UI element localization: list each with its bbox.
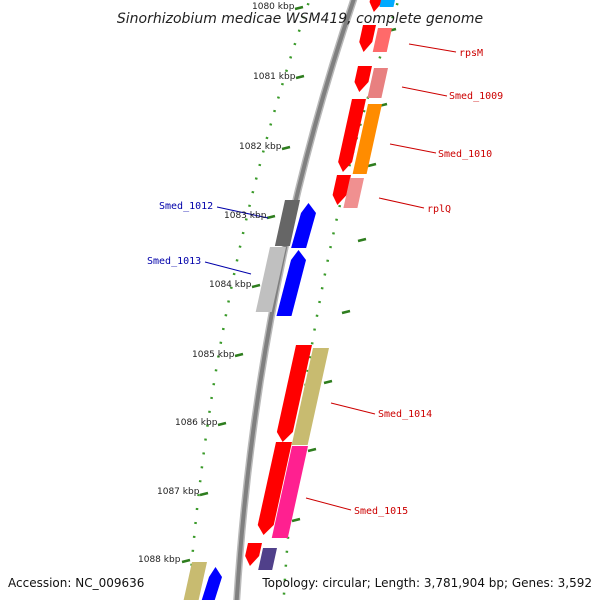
feature-smed-1012-grey [274,200,300,246]
feature-smed-1013-grey [255,247,286,312]
feature-smed-1009-outer [367,68,388,98]
feature-top-cyan [379,0,395,7]
gene-labels: rpsM Smed_1009 Smed_1010 rplQ Smed_1012 … [147,48,503,517]
kbp-label-1086: 1086 kbp [175,418,218,428]
genome-backbone [233,0,358,600]
feature-smed-1015-inner [257,442,292,535]
gene-label-smed-1013[interactable]: Smed_1013 [147,256,201,267]
major-tick-outer-3 [357,237,367,243]
kbp-label-top: 1080 kbp [252,2,295,12]
gene-label-rpsm[interactable]: rpsM [459,48,483,59]
major-tick-inner-0 [294,5,304,11]
feature-bottom-red-inner [245,543,262,566]
major-tick-outer-2 [367,162,377,168]
major-tick-outer-4 [341,309,351,315]
major-tick-inner-7 [199,491,209,497]
kbp-label-1083: 1083 kbp [224,211,267,221]
kbp-label-1084: 1084 kbp [209,280,252,290]
feature-smed-1010-inner [338,99,366,172]
gene-features [183,0,395,600]
kbp-label-1082: 1082 kbp [239,142,282,152]
feature-smed-1014-inner [276,345,312,442]
genome-summary-text: Topology: circular; Length: 3,781,904 bp… [261,576,592,590]
gene-label-smed-1015[interactable]: Smed_1015 [354,506,408,517]
feature-rplq-inner [332,175,351,205]
kbp-label-1085: 1085 kbp [192,350,235,360]
feature-smed-1012 [291,203,316,248]
callout-smed-1012 [216,206,269,219]
backbone-line [234,0,356,600]
major-tick-outer-5 [323,379,333,385]
backbone-shadow [233,0,358,600]
feature-smed-1015-outer [271,446,308,538]
feature-top-red-inner [369,0,383,12]
major-tick-outer-7 [291,517,301,523]
major-tick-inner-5 [234,352,244,358]
gene-label-smed-1014[interactable]: Smed_1014 [378,409,432,420]
feature-smed-1010-outer [352,104,382,174]
major-tick-inner-8 [181,558,191,564]
feature-smed-1014-outer [291,348,329,445]
gene-label-smed-1012[interactable]: Smed_1012 [159,201,213,212]
map-title: Sinorhizobium medicae WSM419, complete g… [117,11,483,27]
feature-rpsm-outer [372,28,392,52]
major-tick-inner-1 [295,74,305,80]
callout-smed-1010 [389,143,437,154]
callout-smed-1009 [401,86,448,97]
kbp-label-1087: 1087 kbp [157,487,200,497]
kbp-scale-labels: 1080 kbp 1081 kbp 1082 kbp 1083 kbp 1084… [138,2,296,565]
major-tick-inner-3 [266,214,276,220]
accession-text: Accession: NC_009636 [8,576,144,590]
gene-label-smed-1009[interactable]: Smed_1009 [449,91,503,102]
callout-smed-1015 [305,497,352,511]
callout-rplq [378,197,425,209]
feature-smed-1013 [276,250,306,316]
callout-smed-1013 [204,261,252,275]
major-tick-inner-6 [217,421,227,427]
major-tick-inner-4 [251,283,261,289]
gene-label-smed-1010[interactable]: Smed_1010 [438,149,492,160]
callout-smed-1014 [330,402,376,415]
major-tick-inner-2 [281,145,291,151]
feature-smed-1009-inner [354,66,372,92]
kbp-label-1081: 1081 kbp [253,72,296,82]
feature-bottom-blue [201,567,222,600]
feature-rplq-outer [343,178,364,208]
major-tick-outer-6 [307,447,317,453]
gene-label-rplq[interactable]: rplQ [427,204,451,215]
gene-callouts [204,43,457,511]
kbp-label-1088: 1088 kbp [138,555,181,565]
feature-rpsm-inner [359,25,376,52]
callout-rpsm [408,43,457,53]
map-footer: Accession: NC_009636 Topology: circular;… [8,576,592,590]
feature-bottom-khaki [183,562,207,600]
feature-bottom-outer [258,548,277,570]
